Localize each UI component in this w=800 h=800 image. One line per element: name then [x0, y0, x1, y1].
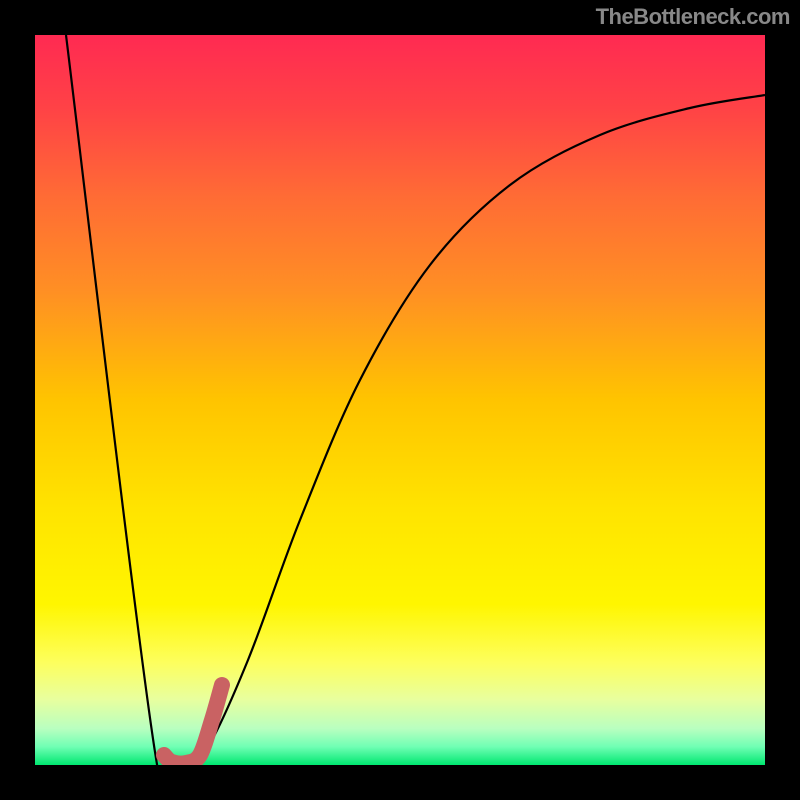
- chart-svg: [0, 0, 800, 800]
- plot-background: [35, 35, 765, 765]
- watermark-text: TheBottleneck.com: [596, 4, 790, 30]
- chart-stage: TheBottleneck.com: [0, 0, 800, 800]
